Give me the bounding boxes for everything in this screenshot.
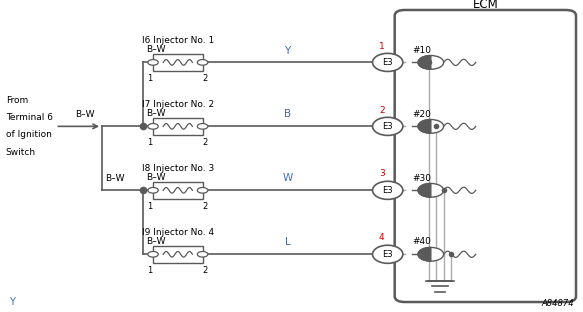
- Text: 2: 2: [203, 202, 208, 211]
- Text: 2: 2: [203, 266, 208, 275]
- Text: Y: Y: [285, 46, 291, 56]
- Text: B: B: [284, 110, 291, 119]
- Circle shape: [197, 124, 208, 129]
- Text: I8 Injector No. 3: I8 Injector No. 3: [142, 164, 214, 173]
- Text: A84874: A84874: [542, 299, 574, 308]
- Circle shape: [148, 60, 158, 65]
- Text: 1: 1: [147, 74, 153, 83]
- Text: E3: E3: [382, 186, 393, 195]
- Text: 2: 2: [203, 74, 208, 83]
- Bar: [153, 118, 203, 135]
- Text: E3: E3: [382, 58, 393, 67]
- Bar: [153, 182, 203, 199]
- Text: 1: 1: [147, 266, 153, 275]
- Circle shape: [197, 60, 208, 65]
- Text: I7 Injector No. 2: I7 Injector No. 2: [142, 100, 214, 109]
- Circle shape: [148, 188, 158, 193]
- Text: 1: 1: [379, 41, 385, 51]
- Text: I6 Injector No. 1: I6 Injector No. 1: [142, 36, 214, 45]
- Circle shape: [418, 183, 444, 197]
- Text: E3: E3: [382, 250, 393, 259]
- Polygon shape: [418, 183, 431, 197]
- FancyBboxPatch shape: [395, 10, 576, 302]
- Text: 2: 2: [203, 138, 208, 147]
- Circle shape: [418, 247, 444, 261]
- Text: B–W: B–W: [105, 173, 124, 183]
- Text: B–W: B–W: [75, 110, 94, 119]
- Text: From: From: [6, 96, 28, 105]
- Circle shape: [197, 188, 208, 193]
- Text: I9 Injector No. 4: I9 Injector No. 4: [142, 228, 214, 237]
- Text: W: W: [282, 173, 293, 183]
- Text: B–W: B–W: [146, 45, 165, 54]
- Polygon shape: [418, 56, 431, 69]
- Ellipse shape: [373, 181, 403, 199]
- Circle shape: [418, 56, 444, 69]
- Polygon shape: [418, 119, 431, 133]
- Text: 2: 2: [379, 105, 385, 115]
- Circle shape: [148, 124, 158, 129]
- Ellipse shape: [373, 245, 403, 263]
- Text: E3: E3: [382, 122, 393, 131]
- Ellipse shape: [373, 117, 403, 135]
- Ellipse shape: [373, 53, 403, 71]
- Text: B–W: B–W: [146, 109, 165, 118]
- Text: 1: 1: [147, 138, 153, 147]
- Text: B–W: B–W: [146, 173, 165, 182]
- Text: 1: 1: [147, 202, 153, 211]
- Circle shape: [418, 119, 444, 133]
- Bar: [153, 246, 203, 263]
- Text: L: L: [285, 237, 290, 247]
- Text: Terminal 6: Terminal 6: [6, 113, 53, 122]
- Text: #20: #20: [412, 110, 431, 119]
- Text: ECM: ECM: [472, 0, 498, 11]
- Text: #40: #40: [412, 237, 431, 246]
- Text: 3: 3: [379, 169, 385, 178]
- Circle shape: [197, 251, 208, 257]
- Text: 4: 4: [379, 233, 385, 242]
- Text: Y: Y: [9, 297, 15, 307]
- Bar: [153, 54, 203, 71]
- Text: of Ignition: of Ignition: [6, 130, 52, 139]
- Circle shape: [148, 251, 158, 257]
- Text: Switch: Switch: [6, 148, 36, 157]
- Text: #10: #10: [412, 46, 431, 55]
- Text: #30: #30: [412, 173, 431, 183]
- Text: B–W: B–W: [146, 236, 165, 246]
- Polygon shape: [418, 247, 431, 261]
